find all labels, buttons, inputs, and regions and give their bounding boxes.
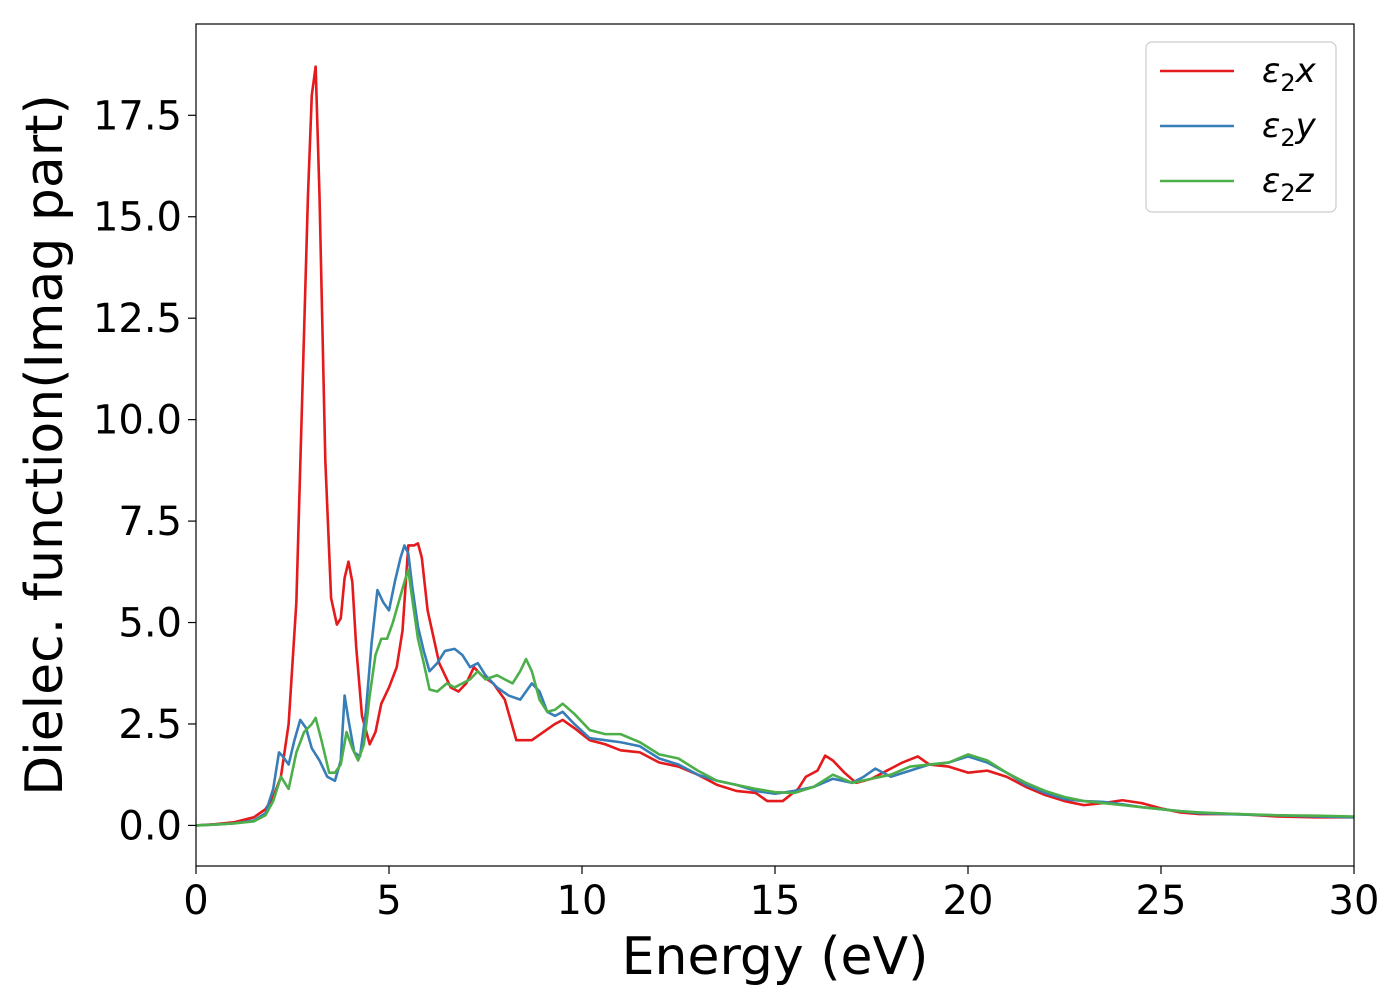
x-tick-label: 5 <box>376 878 401 924</box>
y-tick-label: 12.5 <box>93 296 182 342</box>
legend-label-3: ε2z <box>1262 161 1315 207</box>
x-axis-label: Energy (eV) <box>622 927 929 987</box>
legend-box <box>1145 41 1337 213</box>
x-axis: 0 5 10 15 20 25 30 <box>183 866 1379 924</box>
y-tick-label: 5.0 <box>118 601 182 647</box>
legend-label-1: ε2x <box>1262 51 1317 97</box>
x-tick-label: 15 <box>750 878 801 924</box>
y-tick-label: 15.0 <box>93 195 182 241</box>
series-line-1 <box>195 65 1354 827</box>
x-tick-label: 30 <box>1329 878 1380 924</box>
y-tick-label: 0.0 <box>118 803 182 849</box>
y-axis-label: Dielec. function(Imag part) <box>15 94 75 796</box>
y-tick-label: 10.0 <box>93 398 182 444</box>
legend-label-2: ε2y <box>1262 106 1317 152</box>
y-axis: 0.0 2.5 5.0 7.5 10.0 12.5 15.0 17.5 <box>93 93 196 849</box>
y-tick-label: 2.5 <box>118 702 182 748</box>
x-tick-label: 25 <box>1136 878 1187 924</box>
series-line-3 <box>195 568 1355 827</box>
series-layer <box>195 65 1355 827</box>
y-tick-label: 17.5 <box>93 93 182 139</box>
x-tick-label: 20 <box>943 878 994 924</box>
x-tick-label: 0 <box>183 878 208 924</box>
y-tick-label: 7.5 <box>118 499 182 545</box>
x-tick-label: 10 <box>557 878 608 924</box>
legend: ε2x ε2y ε2z <box>1145 41 1337 213</box>
